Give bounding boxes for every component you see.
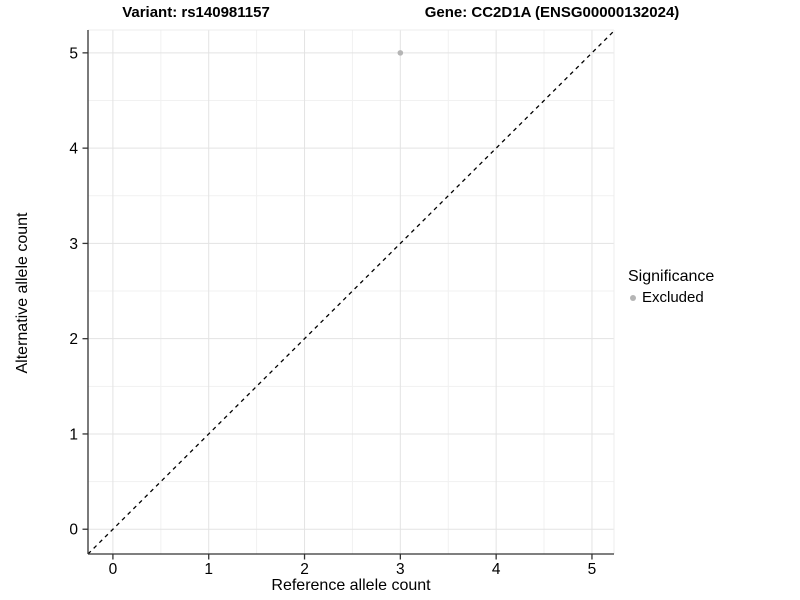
gene-title: Gene: CC2D1A (ENSG00000132024) xyxy=(424,4,680,21)
legend-entry-label: Excluded xyxy=(642,289,704,306)
y-tick-label: 4 xyxy=(69,141,78,158)
legend-entry-excluded: Excluded xyxy=(628,289,714,306)
x-tick-label: 3 xyxy=(396,561,405,578)
legend-title: Significance xyxy=(628,268,715,285)
x-tick-label: 0 xyxy=(109,561,118,578)
x-tick-label: 4 xyxy=(492,561,501,578)
y-tick-label: 2 xyxy=(69,331,78,348)
x-axis-title: Reference allele count xyxy=(271,577,431,594)
y-tick-label: 1 xyxy=(69,426,78,443)
excluded-marker-icon xyxy=(630,294,636,301)
data-point-excluded xyxy=(397,50,404,56)
x-tick-label: 2 xyxy=(300,561,309,578)
y-tick-label: 0 xyxy=(69,522,78,539)
x-tick-label: 1 xyxy=(204,561,213,578)
legend: Significance Excluded xyxy=(628,268,714,306)
variant-title: Variant: rs140981157 xyxy=(122,4,270,21)
y-tick-label: 5 xyxy=(69,45,78,62)
y-tick-label: 3 xyxy=(69,236,78,253)
x-tick-label: 5 xyxy=(588,561,597,578)
y-axis-title: Alternative allele count xyxy=(14,212,31,374)
